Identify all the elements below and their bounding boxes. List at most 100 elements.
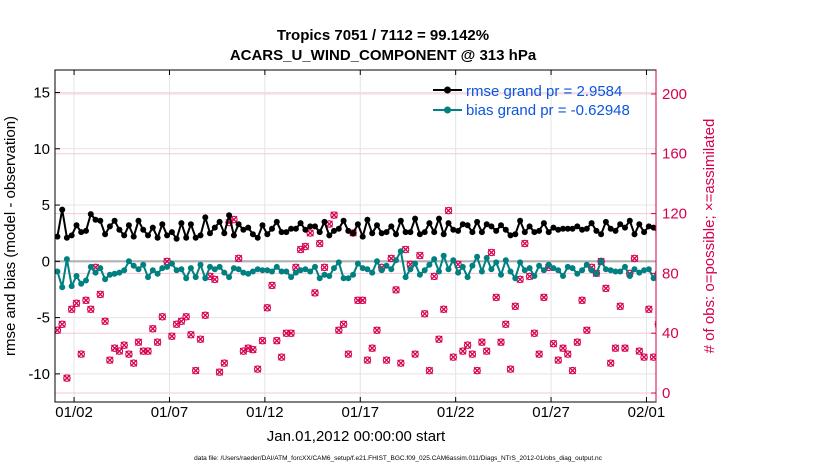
rmse-point: [784, 222, 790, 228]
bias-point: [569, 265, 576, 272]
bias-point: [264, 267, 271, 274]
bias-point: [727, 281, 733, 287]
rmse-point: [450, 226, 457, 233]
bias-point: [259, 267, 266, 274]
bias-point: [645, 266, 652, 273]
data-file-footnote: data file: /Users/raeder/DAI/ATM_forcXX/…: [194, 455, 603, 462]
rmse-point: [97, 217, 104, 224]
obs-possible-point: [616, 302, 624, 311]
rmse-point: [412, 215, 419, 222]
rmse-point: [694, 232, 700, 238]
y-tick-label-left: 15: [33, 85, 50, 102]
obs-assimilated-point: [616, 302, 624, 310]
bias-point: [521, 267, 528, 274]
rmse-point: [288, 225, 295, 232]
bias-point: [416, 271, 423, 278]
obs-possible-point: [693, 345, 699, 351]
obs-assimilated-point: [115, 347, 124, 355]
obs-possible-point: [449, 353, 458, 361]
obs-assimilated-point: [755, 342, 761, 348]
bias-point: [59, 284, 66, 291]
bias-point: [307, 268, 314, 275]
bias-point: [421, 267, 428, 274]
rmse-point: [751, 231, 757, 237]
bias-point: [149, 267, 156, 274]
rmse-point: [73, 222, 80, 229]
obs-assimilated-point: [549, 340, 558, 348]
obs-assimilated-point: [234, 254, 243, 263]
obs-possible-point: [182, 313, 190, 321]
rmse-point: [760, 222, 766, 228]
obs-possible-point: [602, 284, 610, 293]
bias-point: [111, 270, 118, 277]
bias-point: [369, 269, 376, 276]
obs-assimilated-point: [215, 368, 224, 376]
bias-point: [116, 269, 123, 276]
obs-assimilated-point: [727, 330, 733, 336]
obs-assimilated-point: [316, 239, 324, 248]
rmse-point: [321, 218, 328, 225]
obs-possible-point: [55, 326, 62, 334]
rmse-point: [316, 229, 323, 236]
bias-point: [464, 274, 471, 281]
bias-point: [526, 265, 533, 272]
bias-point: [440, 252, 447, 259]
obs-possible-point: [506, 365, 515, 373]
obs-possible-point: [273, 336, 281, 345]
x-axis-label: Jan.01,2012 00:00:00 start: [267, 428, 446, 445]
bias-point: [765, 263, 771, 269]
bias-point: [675, 283, 681, 289]
y-tick-label-left: 5: [42, 197, 50, 214]
obs-possible-point: [669, 166, 675, 172]
obs-assimilated-point: [411, 350, 419, 358]
obs-assimilated-point: [435, 335, 443, 343]
bias-point: [145, 274, 151, 281]
y-tick-label-right: 40: [662, 325, 679, 342]
obs-assimilated-point: [339, 320, 348, 328]
rmse-point: [202, 214, 209, 221]
bias-point: [822, 271, 828, 277]
rmse-point: [135, 217, 142, 224]
obs-possible-point: [430, 272, 438, 281]
rmse-point: [737, 221, 743, 227]
rmse-point: [670, 225, 676, 231]
obs-assimilated-point: [568, 366, 577, 375]
rmse-point: [732, 221, 738, 227]
bias-point: [574, 270, 581, 277]
rmse-point: [216, 218, 223, 225]
bias-point: [407, 266, 414, 273]
obs-assimilated-point: [717, 348, 723, 354]
obs-possible-point: [674, 309, 680, 315]
obs-assimilated-point: [813, 360, 819, 366]
rmse-point: [221, 230, 228, 237]
rmse-point: [87, 211, 94, 218]
obs-possible-point: [770, 333, 776, 339]
rmse-point: [273, 218, 280, 225]
rmse-point: [369, 230, 376, 237]
obs-possible-point: [416, 251, 424, 260]
bias-point: [531, 273, 538, 279]
x-tick-label: 01/12: [246, 404, 284, 421]
bias-point: [598, 258, 605, 265]
obs-possible-point: [373, 326, 381, 334]
obs-possible-point: [277, 353, 286, 361]
bias-point: [345, 275, 352, 282]
rmse-point: [521, 229, 528, 236]
obs-possible-point: [420, 310, 429, 318]
bias-point: [92, 269, 99, 276]
rmse-point: [421, 229, 428, 236]
bias-point: [125, 258, 132, 265]
obs-assimilated-point: [201, 311, 209, 319]
obs-assimilated-point: [134, 338, 143, 346]
rmse-point: [746, 221, 752, 227]
obs-assimilated-point: [583, 326, 591, 334]
obs-assimilated-point: [483, 347, 491, 355]
rmse-point: [641, 229, 648, 236]
rmse-point: [622, 224, 628, 231]
bias-point: [240, 269, 247, 276]
obs-assimilated-point: [798, 360, 804, 366]
bias-point: [579, 267, 586, 274]
rmse-point: [689, 226, 695, 232]
rmse-point: [63, 234, 70, 241]
obs-assimilated-point: [808, 327, 814, 333]
